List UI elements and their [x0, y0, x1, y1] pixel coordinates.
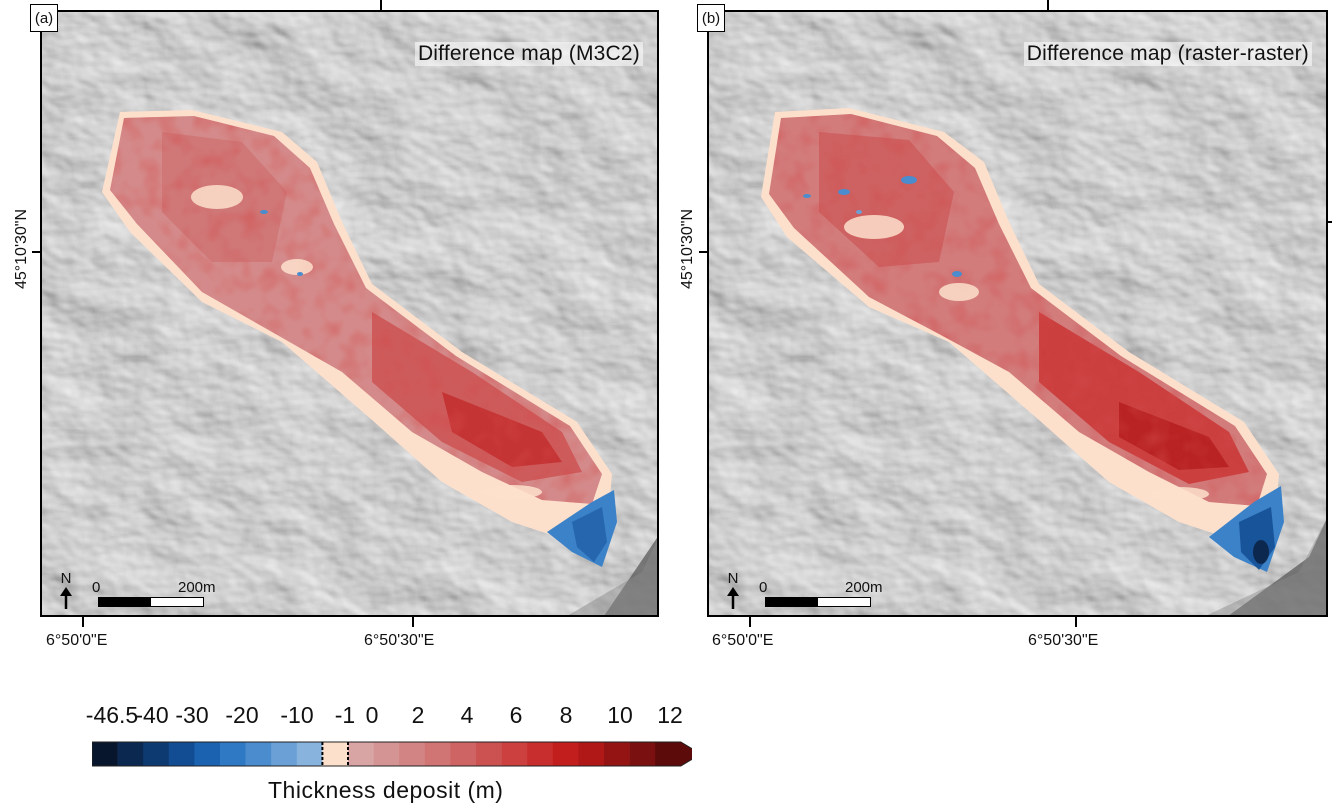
- map-frame: [40, 10, 659, 617]
- legend-tick-label: 4: [460, 702, 474, 728]
- legend-swatch: [450, 742, 477, 766]
- map-title: Difference map (M3C2): [414, 42, 643, 66]
- left-tick: [32, 251, 40, 253]
- hillshade-map: [42, 12, 657, 615]
- legend-swatch: [476, 742, 502, 766]
- legend-tick-label: 12: [657, 702, 683, 728]
- north-arrow: N: [56, 571, 76, 609]
- bottom-tick-2: [1075, 617, 1077, 627]
- legend-tick-label: -30: [175, 702, 209, 728]
- north-arrow-icon: [60, 587, 72, 609]
- legend-tick-label: -40: [135, 702, 169, 728]
- legend-color-bar: [92, 741, 692, 767]
- legend-arrow: [680, 742, 692, 766]
- panel-letter: (a): [30, 4, 58, 32]
- legend-swatch: [604, 742, 630, 766]
- legend-swatch: [220, 742, 246, 766]
- hillshade-map: [709, 12, 1326, 615]
- scale-zero-label: 0: [92, 579, 101, 596]
- longitude-label-b-2: 6°50'30"E: [1028, 632, 1099, 649]
- map-title: Difference map (raster-raster): [1023, 42, 1312, 66]
- legend-swatch: [373, 742, 400, 766]
- right-tick: [1328, 221, 1332, 223]
- left-tick: [699, 251, 707, 253]
- legend-swatch: [655, 742, 682, 766]
- longitude-label-b-1: 6°50'0"E: [712, 632, 774, 649]
- map-panel-b: (b) Difference map (raster-raster) N 0 2…: [697, 0, 1332, 627]
- scale-end-label: 200m: [845, 579, 883, 596]
- legend-swatch: [399, 742, 426, 766]
- legend-swatch: [168, 742, 195, 766]
- legend-swatch: [271, 742, 298, 766]
- top-tick: [1047, 0, 1049, 12]
- scale-zero-label: 0: [759, 579, 768, 596]
- legend-swatch: [552, 742, 579, 766]
- legend-swatch: [143, 742, 170, 766]
- legend-tick-label: 10: [607, 702, 633, 728]
- legend-swatch: [194, 742, 221, 766]
- legend-tick-label: -20: [225, 702, 259, 728]
- legend-tick-label: 8: [559, 702, 573, 728]
- legend-swatch: [245, 742, 272, 766]
- legend-tick-label: -46.5: [85, 702, 139, 728]
- legend-swatch: [424, 742, 451, 766]
- legend-swatch: [578, 742, 605, 766]
- latitude-label-a: 45°10'30"N: [13, 208, 30, 290]
- north-arrow-icon: [727, 587, 739, 609]
- panel-letter: (b): [697, 4, 725, 32]
- legend-tick-label: 6: [509, 702, 523, 728]
- legend-tick-label: -1: [334, 702, 356, 728]
- legend-swatch: [92, 742, 118, 766]
- legend-tick-label: 0: [365, 702, 379, 728]
- longitude-label-a-2: 6°50'30"E: [364, 632, 435, 649]
- legend-swatch: [527, 742, 554, 766]
- legend-swatch: [117, 742, 144, 766]
- legend-tick-label: 2: [411, 702, 425, 728]
- north-arrow: N: [723, 571, 743, 609]
- legend-swatch: [629, 742, 656, 766]
- bottom-tick-2: [412, 617, 414, 627]
- map-frame: [707, 10, 1328, 617]
- legend-swatch: [322, 742, 349, 766]
- color-legend: Thickness deposit (m) -46.5 -40 -30 -20 -10-…: [0, 690, 720, 807]
- legend-swatch: [296, 742, 323, 766]
- longitude-label-a-1: 6°50'0"E: [46, 632, 108, 649]
- north-label: N: [727, 570, 739, 587]
- map-panel-a: (a) Difference map (M3C2) N 0 200m: [30, 0, 659, 627]
- scale-bar: 0 200m: [759, 579, 883, 607]
- legend-swatch: [501, 742, 528, 766]
- top-tick: [380, 0, 382, 12]
- legend-swatch: [348, 742, 374, 766]
- legend-tick-label: -10: [280, 702, 314, 728]
- north-label: N: [60, 570, 72, 587]
- bottom-tick-1: [749, 617, 751, 627]
- scale-bar: 0 200m: [92, 579, 216, 607]
- legend-title: Thickness deposit (m): [268, 777, 504, 803]
- latitude-label-b: 45°10'30"N: [679, 208, 696, 290]
- scale-end-label: 200m: [178, 579, 216, 596]
- bottom-tick-1: [82, 617, 84, 627]
